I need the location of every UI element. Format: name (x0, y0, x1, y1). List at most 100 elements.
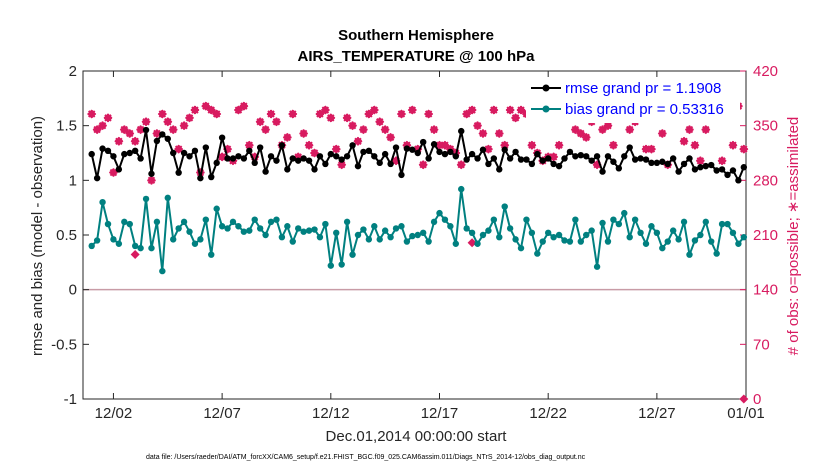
rmse-point (137, 155, 144, 162)
rmse-point (550, 160, 557, 168)
bias-point (137, 244, 144, 252)
bias-point (316, 233, 324, 241)
y-right-tick-label: 0 (753, 391, 761, 408)
obs-assimilated-marker (364, 109, 373, 118)
y-tick-label: -1 (64, 391, 77, 408)
rmse-point (403, 145, 411, 152)
rmse-series (88, 126, 748, 184)
bias-point (724, 220, 731, 228)
bias-point (615, 220, 623, 228)
bias-point (621, 209, 628, 217)
bias-point (251, 216, 258, 223)
rmse-point (387, 160, 394, 168)
rmse-point (648, 159, 655, 167)
y-right-tick-label: 350 (753, 118, 778, 135)
obs-assimilated-marker (690, 141, 699, 150)
rmse-point (713, 167, 720, 174)
bias-point (631, 216, 639, 223)
rmse-point (327, 150, 335, 158)
obs-assimilated-marker (288, 109, 297, 118)
bias-point (343, 218, 351, 226)
bias-point (485, 227, 492, 234)
rmse-point (452, 153, 460, 160)
rmse-point (517, 156, 525, 163)
bias-point (327, 262, 335, 269)
bias-point (735, 240, 742, 247)
rmse-point (735, 177, 742, 184)
rmse-point (642, 156, 650, 163)
rmse-point (566, 148, 574, 156)
rmse-point (561, 155, 568, 162)
y-right-tick-label: 140 (753, 282, 778, 299)
bias-point (349, 251, 356, 258)
bias-point (430, 218, 438, 226)
bias-point (338, 261, 345, 268)
obs-assimilated-marker (109, 168, 118, 177)
rmse-point (724, 171, 731, 179)
obs-assimilated-marker (185, 113, 194, 122)
rmse-point (626, 144, 633, 151)
rmse-point (159, 131, 166, 138)
bias-point (441, 216, 449, 223)
rmse-point (729, 167, 737, 174)
y-right-tick-label: 420 (753, 63, 778, 80)
bias-point (153, 218, 161, 226)
rmse-point (512, 148, 519, 156)
obs-assimilated-marker (728, 141, 737, 150)
y-tick-label: 2 (69, 63, 77, 80)
bias-point (202, 216, 210, 223)
obs-assimilated-marker (593, 160, 602, 169)
bias-point (300, 228, 307, 235)
bias-point (675, 236, 682, 243)
obs-assimilated-marker (500, 141, 509, 150)
rmse-point (126, 149, 133, 157)
obs-assimilated-marker (218, 152, 227, 161)
bias-point (561, 237, 568, 244)
rmse-point (153, 137, 161, 145)
rmse-point (697, 164, 704, 171)
obs-assimilated-marker (408, 106, 417, 115)
bias-point (708, 238, 715, 245)
x-tick-label: 01/01 (727, 405, 765, 422)
rmse-point (436, 148, 443, 156)
obs-assimilated-marker (152, 129, 161, 138)
rmse-point (240, 155, 248, 162)
bias-point (333, 229, 340, 237)
rmse-point (365, 147, 373, 155)
y-right-tick-label: 210 (753, 227, 778, 244)
bias-point (159, 267, 166, 275)
obs-assimilated-marker (680, 137, 689, 146)
rmse-point (458, 127, 465, 135)
legend-rmse-marker (542, 84, 550, 92)
obs-assimilated-marker (489, 106, 498, 115)
obs-assimilated-marker (576, 129, 585, 138)
rmse-point (273, 157, 280, 164)
bias-point (550, 233, 557, 241)
obs-assimilated-marker (457, 160, 466, 169)
bias-point (267, 218, 275, 226)
obs-assimilated-marker (598, 125, 607, 134)
rmse-point (468, 150, 476, 158)
rmse-point (414, 149, 421, 157)
rmse-point (93, 174, 101, 182)
rmse-point (175, 169, 182, 176)
y-axis-label: rmse and bias (model - observation) (29, 116, 46, 356)
obs-assimilated-marker (272, 117, 281, 126)
bias-point (110, 236, 117, 243)
bias-point (289, 238, 296, 245)
rmse-point (208, 173, 215, 181)
x-tick-label: 12/02 (95, 405, 133, 422)
bias-point (599, 219, 606, 227)
rmse-point (278, 142, 286, 149)
obs-assimilated-marker (120, 125, 129, 134)
rmse-point (675, 168, 682, 175)
bias-point (534, 250, 541, 257)
obs-assimilated-marker (511, 113, 520, 122)
y-tick-label: 1 (69, 172, 77, 189)
obs-assimilated-marker (169, 125, 178, 134)
bias-point (93, 237, 101, 244)
bias-point (588, 227, 595, 234)
x-tick-label: 12/27 (638, 405, 676, 422)
bias-point (305, 227, 313, 234)
obs-assimilated-marker (386, 133, 395, 142)
